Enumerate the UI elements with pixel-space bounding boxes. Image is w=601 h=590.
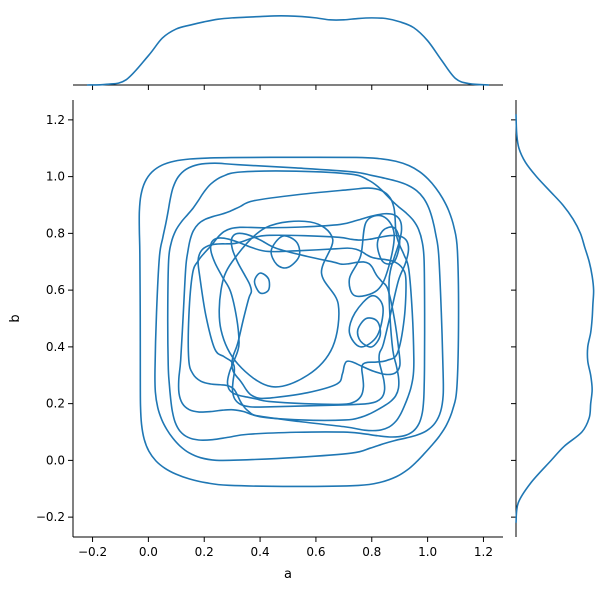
x-tick-label: 0.6 xyxy=(306,545,325,559)
y-tick-label: 0.6 xyxy=(46,283,65,297)
y-tick-label: 0.0 xyxy=(46,453,65,467)
y-tick-label: 0.2 xyxy=(46,397,65,411)
y-tick-label: 0.4 xyxy=(46,340,65,354)
y-tick-label: −0.2 xyxy=(36,510,65,524)
x-tick-label: 1.0 xyxy=(418,545,437,559)
marginal-y-density-line xyxy=(515,114,595,523)
contour-level-2 xyxy=(154,162,445,462)
contour-level-8 xyxy=(230,232,401,400)
x-axis-label: a xyxy=(284,567,292,582)
marginal-y-ticks xyxy=(511,119,516,518)
contour-level-4 xyxy=(177,187,415,432)
contour-level-1 xyxy=(138,156,460,488)
x-tick-label: 0.8 xyxy=(362,545,381,559)
contour-level-11 xyxy=(356,317,382,348)
x-axis-ticks: −0.2 0.0 0.2 0.4 0.6 0.8 1.0 1.2 xyxy=(78,537,493,559)
marginal-x-density-line xyxy=(86,15,490,86)
marginal-x-ticks xyxy=(92,85,484,90)
kde-contours xyxy=(138,156,460,488)
y-axis-ticks: −0.2 0.0 0.2 0.4 0.6 0.8 1.0 1.2 xyxy=(36,113,73,524)
x-tick-label: 0.4 xyxy=(251,545,270,559)
contour-level-3 xyxy=(166,170,426,441)
contour-level-6 xyxy=(197,234,410,408)
y-tick-label: 1.0 xyxy=(46,170,65,184)
contour-level-10 xyxy=(348,294,384,348)
contour-level-11 xyxy=(376,226,401,265)
contour-level-11 xyxy=(270,235,301,269)
x-tick-label: 0.0 xyxy=(139,545,158,559)
marginal-y-kde xyxy=(511,100,595,537)
y-tick-label: 1.2 xyxy=(46,113,65,127)
y-axis-label: b xyxy=(8,314,23,322)
contour-level-9 xyxy=(218,220,340,388)
contour-level-5 xyxy=(187,212,403,422)
x-tick-label: −0.2 xyxy=(78,545,107,559)
contour-level-11 xyxy=(253,272,271,295)
x-tick-label: 1.2 xyxy=(474,545,493,559)
y-tick-label: 0.8 xyxy=(46,226,65,240)
marginal-x-kde xyxy=(73,15,503,90)
main-kde-plot: −0.2 0.0 0.2 0.4 0.6 0.8 1.0 1.2 −0.2 0.0 0.2 0.4 0… xyxy=(8,100,503,582)
x-tick-label: 0.2 xyxy=(195,545,214,559)
contour-level-10 xyxy=(348,214,396,298)
